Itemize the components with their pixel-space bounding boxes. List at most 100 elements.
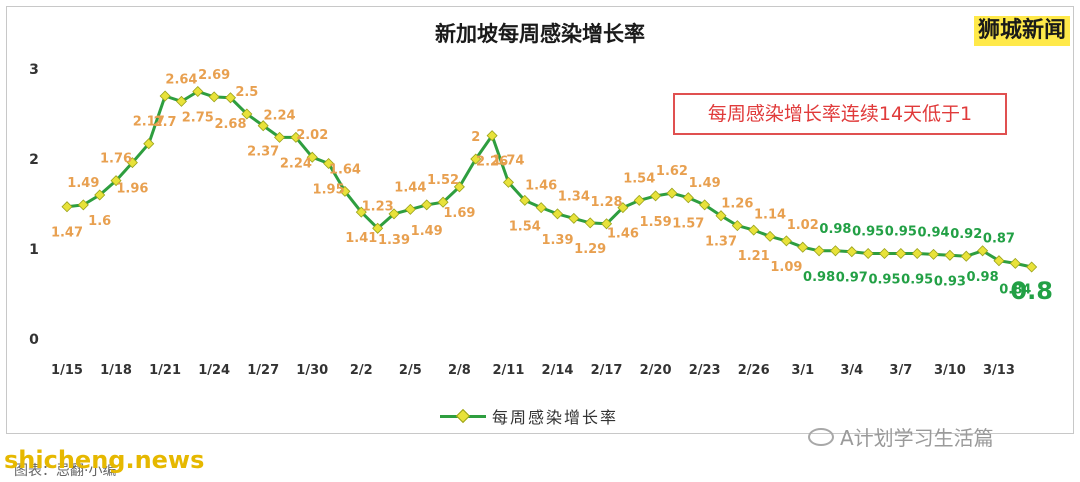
data-label: 1.14 — [754, 207, 786, 222]
data-label: 1.74 — [492, 153, 524, 168]
data-point — [944, 249, 956, 261]
data-point — [780, 235, 792, 247]
data-label: 1.46 — [525, 179, 557, 194]
data-label: 2.68 — [214, 117, 246, 132]
x-tick-label: 2/23 — [689, 363, 721, 378]
data-point — [977, 245, 989, 257]
x-tick-label: 2/2 — [350, 363, 373, 378]
data-point — [584, 217, 596, 229]
brand-logo-text: 狮城新闻 — [973, 16, 1070, 46]
data-label: 1.29 — [574, 242, 606, 257]
data-point — [748, 224, 760, 236]
x-tick-label: 2/11 — [493, 363, 525, 378]
data-point — [829, 245, 841, 257]
data-label: 0.95 — [885, 225, 917, 240]
data-point — [764, 230, 776, 242]
data-label: 1.34 — [558, 189, 590, 204]
data-label: 0.84 — [999, 282, 1031, 297]
data-point — [551, 208, 564, 220]
data-point — [699, 199, 711, 211]
data-label: 1.46 — [607, 227, 639, 242]
data-point — [878, 247, 891, 260]
data-point — [715, 210, 727, 222]
x-tick-label: 1/18 — [100, 363, 132, 378]
x-tick-label: 2/5 — [399, 363, 422, 378]
data-point — [290, 131, 302, 143]
data-label: 0.8 — [1010, 277, 1053, 305]
data-point — [372, 222, 384, 234]
data-point — [61, 201, 73, 213]
data-point — [339, 185, 351, 197]
data-point — [650, 190, 662, 202]
x-tick-label: 1/27 — [247, 363, 279, 378]
x-tick-label: 3/10 — [934, 363, 966, 378]
data-point — [175, 95, 187, 107]
chart-legend: 每周感染增长率 — [440, 404, 618, 428]
wechat-icon — [808, 427, 834, 446]
data-point — [519, 194, 531, 206]
chart-annotation: 每周感染增长率连续14天低于1 — [673, 93, 1007, 135]
data-point — [911, 247, 923, 260]
data-label: 1.44 — [394, 180, 426, 195]
data-label: 0.98 — [819, 222, 851, 237]
data-point — [633, 194, 645, 206]
data-label: 0.97 — [836, 271, 868, 286]
x-tick-label: 3/1 — [791, 363, 814, 378]
x-tick-label: 2/26 — [738, 363, 770, 378]
data-label: 2.37 — [247, 145, 279, 160]
data-label: 1.57 — [672, 217, 704, 232]
data-label: 0.87 — [983, 232, 1015, 247]
data-label: 1.41 — [345, 231, 377, 246]
x-tick-label: 2/14 — [542, 363, 574, 378]
data-label: 1.37 — [705, 235, 737, 250]
data-point — [928, 248, 940, 260]
data-label: 2.24 — [280, 156, 312, 171]
data-label: 0.98 — [803, 270, 835, 285]
data-label: 2.69 — [198, 68, 230, 83]
data-point — [143, 138, 155, 150]
source-note: 图表：忌翻·小编 — [14, 463, 117, 479]
data-label: 1.09 — [770, 260, 802, 275]
y-tick-label: 0 — [29, 332, 39, 348]
data-point — [813, 245, 825, 257]
data-point — [404, 203, 416, 215]
data-point — [535, 202, 547, 214]
data-label: 0.93 — [934, 274, 966, 289]
data-label: 0.95 — [868, 273, 900, 288]
data-point — [617, 202, 629, 214]
data-point — [388, 208, 400, 220]
data-point — [355, 206, 367, 218]
data-label: 0.92 — [950, 227, 982, 242]
data-label: 0.95 — [852, 225, 884, 240]
x-tick-label: 1/24 — [198, 363, 230, 378]
data-label: 1.52 — [427, 173, 459, 188]
data-point — [224, 92, 237, 104]
data-label: 2.5 — [235, 85, 258, 100]
data-label: 1.69 — [443, 206, 475, 221]
data-label: 1.49 — [67, 176, 99, 191]
data-label: 1.59 — [640, 215, 672, 230]
wechat-watermark-text: A计划学习生活篇 — [840, 426, 994, 450]
data-label: 2.26 — [476, 155, 508, 170]
y-tick-label: 3 — [29, 62, 39, 78]
x-tick-label: 2/20 — [640, 363, 672, 378]
data-label: 1.62 — [656, 164, 688, 179]
chart-title: 新加坡每周感染增长率 — [435, 22, 645, 46]
data-point — [1026, 261, 1038, 273]
x-tick-label: 2/8 — [448, 363, 471, 378]
data-point — [1009, 257, 1021, 269]
y-tick-label: 2 — [29, 152, 39, 168]
data-label: 1.96 — [116, 182, 148, 197]
data-label: 1.54 — [509, 219, 541, 234]
data-point — [77, 199, 89, 211]
data-label: 1.39 — [541, 233, 573, 248]
chart-frame — [6, 6, 1074, 434]
x-tick-label: 3/13 — [983, 363, 1015, 378]
data-point — [682, 192, 694, 204]
data-label: 2.24 — [264, 108, 296, 123]
data-point — [486, 130, 498, 142]
data-point — [731, 220, 743, 232]
data-label: 2.64 — [165, 72, 197, 87]
data-point — [502, 176, 514, 188]
